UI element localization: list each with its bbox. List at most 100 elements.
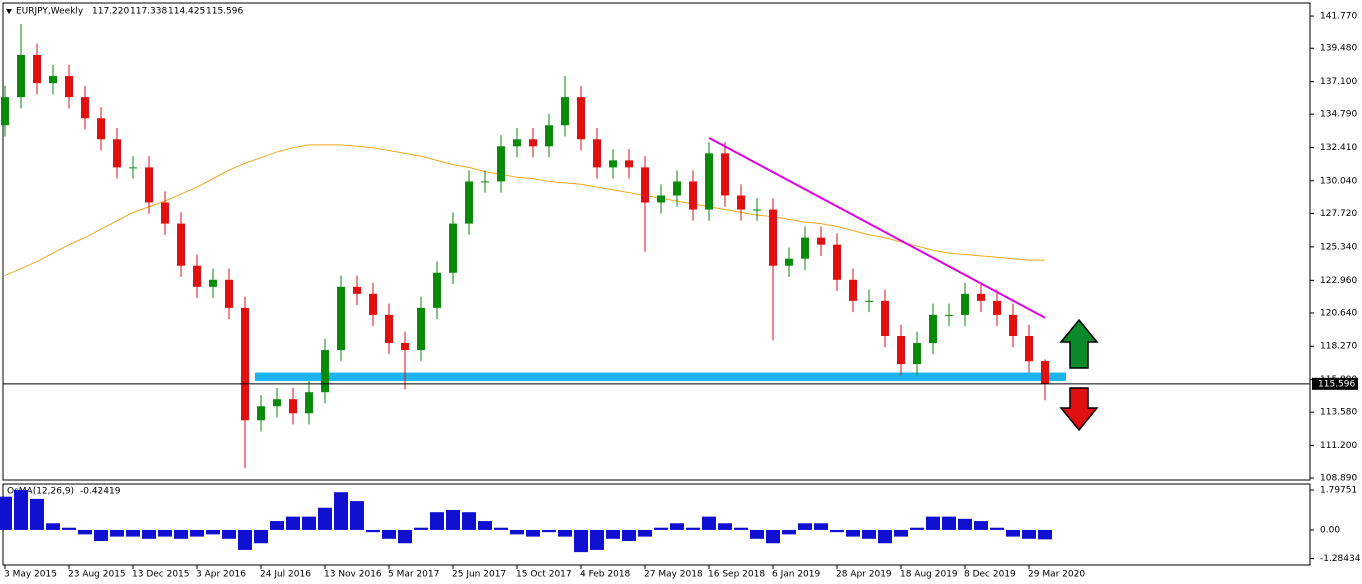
- candle-body: [849, 279, 857, 301]
- y-tick-label: 113.580: [1320, 408, 1357, 418]
- x-tick-label: 24 Jul 2016: [260, 570, 311, 580]
- osc-bar: [782, 529, 796, 535]
- candle-body: [209, 279, 217, 287]
- y-tick-label: 122.960: [1320, 276, 1357, 286]
- header-value: 117.338: [130, 7, 167, 17]
- header-value: 114.425: [168, 7, 205, 17]
- osc-bar: [366, 529, 380, 533]
- osc-bar: [974, 521, 988, 530]
- candle-body: [113, 139, 121, 168]
- osc-bar: [878, 529, 892, 544]
- candle-body: [689, 181, 697, 210]
- x-tick-label: 25 Jun 2017: [452, 570, 506, 580]
- candle-body: [577, 97, 585, 140]
- x-tick-label: 6 Jan 2019: [772, 570, 820, 580]
- candle-body: [369, 293, 377, 315]
- candle-body: [273, 399, 281, 407]
- osc-bar: [478, 521, 492, 530]
- osc-bar: [510, 529, 524, 535]
- y-tick-label: 125.340: [1320, 242, 1357, 252]
- osc-bar: [734, 527, 748, 530]
- y-tick-label: 1.79751: [1320, 486, 1357, 496]
- osc-bar: [958, 518, 972, 530]
- candle-body: [785, 258, 793, 266]
- y-tick-label: 130.040: [1320, 176, 1357, 186]
- candle-body: [145, 167, 153, 203]
- osc-bar: [718, 523, 732, 530]
- osc-bar: [30, 498, 44, 530]
- x-tick-label: 13 Nov 2016: [324, 570, 382, 580]
- candle-body: [561, 97, 569, 126]
- candle-body: [897, 335, 905, 365]
- osc-bar: [0, 496, 12, 530]
- candle-body: [753, 209, 761, 211]
- header-value: 115.596: [206, 7, 243, 17]
- osc-bar: [174, 529, 188, 539]
- y-tick-label: 120.640: [1320, 308, 1357, 318]
- x-tick-label: 16 Sep 2018: [708, 570, 765, 580]
- osc-bar: [110, 529, 124, 537]
- candle-body: [225, 279, 233, 308]
- osc-bar: [558, 529, 572, 537]
- y-tick-label: 132.410: [1320, 143, 1357, 153]
- moving-average: [4, 144, 1045, 277]
- menu-triangle: [6, 9, 12, 14]
- osc-bar: [766, 529, 780, 544]
- osc-bar: [78, 529, 92, 535]
- osc-bar: [462, 512, 476, 530]
- x-tick-label: 3 Apr 2016: [196, 570, 246, 580]
- osc-value: -0.42419: [80, 487, 121, 497]
- osc-bar: [286, 516, 300, 530]
- candle-body: [817, 237, 825, 245]
- y-tick-label: -1.28434: [1320, 554, 1361, 564]
- osc-bar: [686, 527, 700, 530]
- y-tick-label: 0.00: [1320, 525, 1340, 535]
- x-tick-label: 15 Oct 2017: [516, 570, 572, 580]
- trendline: [708, 136, 1046, 319]
- osc-bar: [46, 523, 60, 530]
- candle-body: [353, 286, 361, 294]
- osc-bar: [926, 516, 940, 530]
- candle-body: [97, 118, 105, 140]
- candle-body: [641, 167, 649, 203]
- x-tick-label: 8 Dec 2019: [964, 570, 1016, 580]
- osc-bar: [270, 521, 284, 530]
- osc-bar: [334, 492, 348, 530]
- candle-body: [321, 350, 329, 393]
- candle-body: [513, 139, 521, 147]
- candle-body: [1009, 314, 1017, 336]
- y-tick-label: 108.890: [1320, 474, 1357, 484]
- osc-bar: [494, 527, 508, 530]
- osc-bar: [14, 489, 28, 530]
- candle-body: [657, 195, 665, 203]
- osc-bar: [1022, 529, 1036, 539]
- candle-body: [193, 265, 201, 287]
- candle-body: [593, 139, 601, 168]
- osc-bar: [830, 529, 844, 533]
- candle-body: [881, 300, 889, 336]
- y-tick-label: 118.270: [1320, 342, 1357, 352]
- osc-bar: [654, 527, 668, 530]
- candle-body: [625, 160, 633, 168]
- candle-body: [705, 153, 713, 210]
- y-tick-label: 127.720: [1320, 209, 1357, 219]
- osc-bar: [574, 529, 588, 553]
- candle-body: [945, 314, 953, 316]
- candle-body: [433, 272, 441, 308]
- candle-body: [977, 293, 985, 301]
- osc-bar: [606, 529, 620, 539]
- candle-body: [929, 314, 937, 344]
- candle-body: [1041, 360, 1049, 384]
- osc-bar: [126, 529, 140, 537]
- y-tick-label: 139.480: [1320, 44, 1357, 54]
- candle-body: [337, 286, 345, 351]
- candle-body: [721, 153, 729, 196]
- osc-bar: [894, 529, 908, 537]
- x-tick-label: 27 May 2018: [644, 570, 703, 580]
- candle-body: [497, 146, 505, 182]
- osc-bar: [1038, 529, 1052, 540]
- main-frame: [2, 2, 1311, 481]
- osc-bar: [750, 529, 764, 539]
- candle-body: [913, 343, 921, 365]
- candle-body: [801, 237, 809, 259]
